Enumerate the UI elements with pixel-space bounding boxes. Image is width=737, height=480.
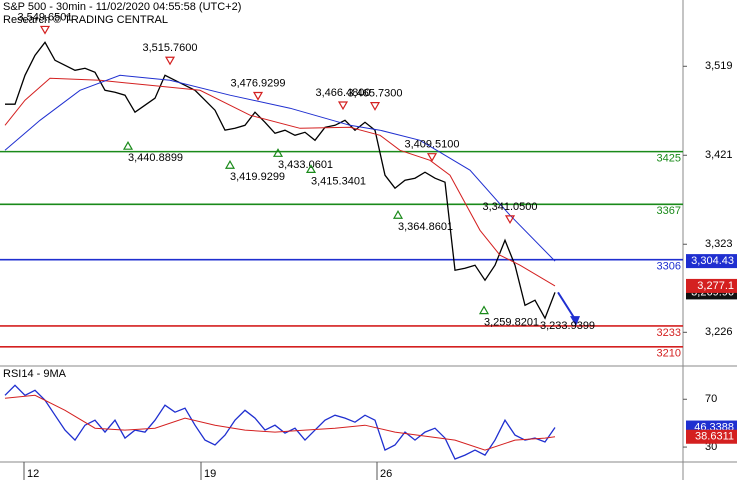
y-tick-label: 3,421 [705, 149, 733, 161]
level-label: 3425 [657, 153, 681, 165]
annotation-label: 3,419.9299 [230, 171, 285, 183]
x-tick-label: 12 [27, 468, 39, 480]
value-box-label: 3,304.43 [691, 255, 734, 267]
annotation-label: 3,476.9299 [230, 77, 285, 89]
annotation-label: 3,433.0601 [278, 159, 333, 171]
x-tick-label: 26 [380, 468, 392, 480]
marker [369, 102, 381, 111]
annotation-label: 3,465.7300 [347, 88, 402, 100]
y-tick-label: 70 [705, 393, 717, 405]
marker [426, 153, 438, 162]
annotation-label: 3,364.8601 [398, 221, 453, 233]
series-line [4, 74, 556, 262]
series-line [4, 77, 556, 287]
level-label: 3233 [657, 327, 681, 339]
annotation-label: 3,549.6501 [17, 11, 72, 23]
marker [122, 140, 134, 150]
marker [478, 305, 490, 315]
value-box [686, 429, 737, 444]
marker [392, 210, 404, 219]
marker [252, 91, 264, 101]
annotation-label: 3,440.8899 [128, 152, 183, 164]
level-label: 3367 [657, 205, 681, 217]
chart-title: S&P 500 - 30min - 11/02/2020 04:55:58 (U… [3, 1, 241, 13]
annotation-label: 3,515.7600 [142, 42, 197, 54]
series-line [4, 394, 556, 451]
target-label: 3,233.9399 [540, 320, 595, 332]
chart-subtitle: Research © TRADING CENTRAL [3, 14, 168, 26]
annotation-label: 3,409.5100 [404, 139, 459, 151]
annotation-label: 3,466.4800 [315, 87, 370, 99]
series-line [4, 384, 556, 460]
marker [164, 56, 176, 66]
arrow-head [570, 316, 580, 327]
value-box-label: 3,277.1 [697, 280, 734, 292]
annotation-label: 3,415.3401 [311, 175, 366, 187]
marker [272, 148, 284, 157]
y-tick-label: 3,519 [705, 60, 733, 72]
value-box [686, 278, 737, 293]
marker [504, 215, 516, 225]
annotation-label: 3,259.8201 [484, 317, 539, 329]
y-tick-label: 3,323 [705, 238, 733, 250]
series-line [5, 41, 556, 320]
level-label: 3210 [657, 348, 681, 360]
y-tick-label: 3,226 [705, 326, 733, 338]
level-label: 3306 [657, 261, 681, 273]
target-arrow [557, 291, 576, 320]
marker [337, 101, 349, 111]
marker [39, 25, 51, 35]
value-box [686, 254, 737, 269]
marker [305, 164, 317, 174]
value-box-label: 38.6311 [695, 431, 734, 443]
rsi-title: RSI14 - 9MA [3, 368, 67, 380]
marker [224, 160, 236, 169]
x-tick-label: 19 [204, 468, 216, 480]
annotation-label: 3,341.0500 [482, 201, 537, 213]
y-tick-label: 30 [705, 441, 717, 453]
